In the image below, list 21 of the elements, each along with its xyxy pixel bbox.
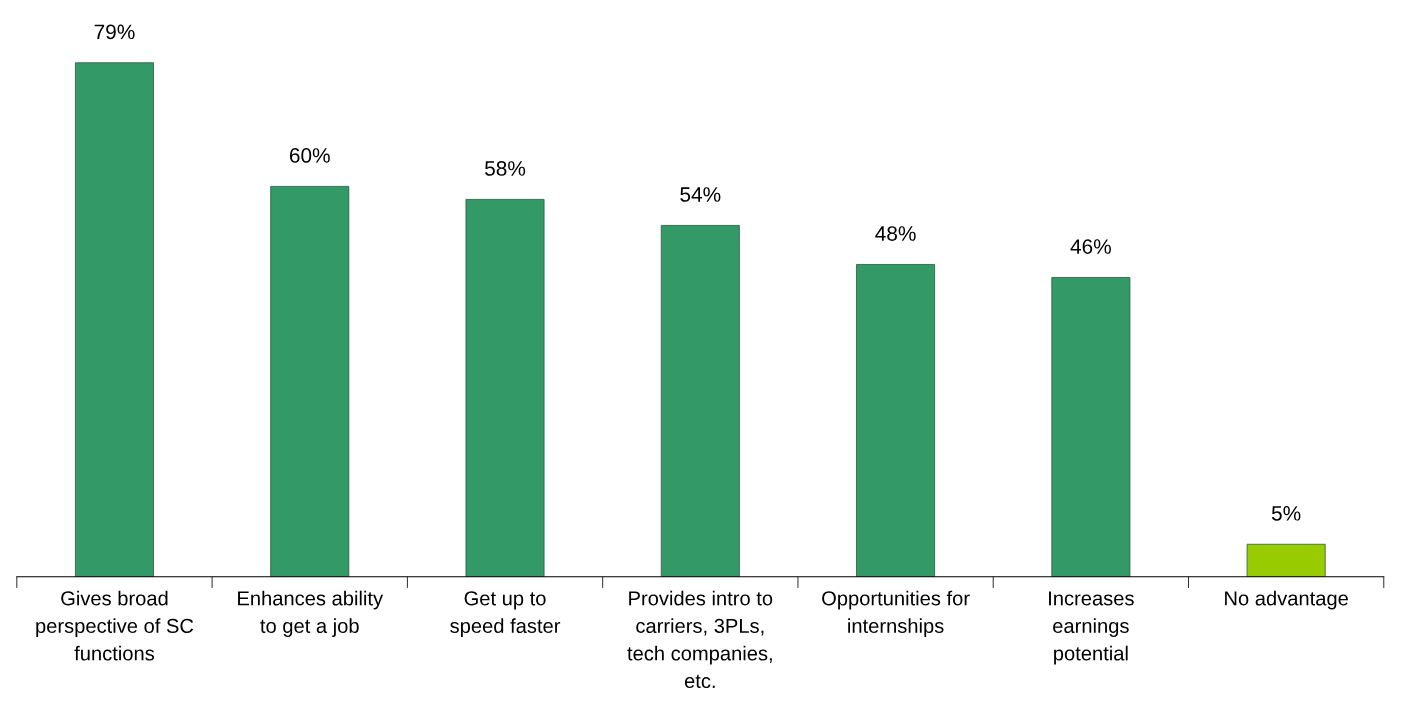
bar: [270, 185, 350, 577]
bar: [465, 198, 545, 577]
bar: [1051, 277, 1131, 577]
data-label: 5%: [1271, 506, 1301, 521]
bar: [1246, 543, 1326, 577]
x-tick-label: Get up to speed faster: [450, 591, 561, 637]
x-tick-label: Enhances ability to get a job: [238, 590, 384, 637]
x-tick-label: Gives broad perspective of SC functions: [36, 590, 194, 661]
data-label: 46%: [1070, 239, 1111, 254]
data-label: 79%: [94, 24, 135, 40]
data-label: 54%: [680, 187, 721, 202]
data-label: 58%: [485, 161, 526, 176]
x-tick-label: Increases earnings potential: [1049, 591, 1134, 665]
data-label: 48%: [875, 226, 916, 241]
bar: [660, 225, 740, 577]
bar: [74, 62, 154, 577]
x-tick-label: Opportunities for internships: [822, 590, 970, 637]
x-tick-label: Provides intro to carriers, 3PLs, tech companies, etc.: [627, 590, 773, 689]
data-label: 60%: [289, 148, 330, 163]
x-tick-label: No advantage: [1225, 590, 1348, 610]
bar: [856, 264, 936, 577]
